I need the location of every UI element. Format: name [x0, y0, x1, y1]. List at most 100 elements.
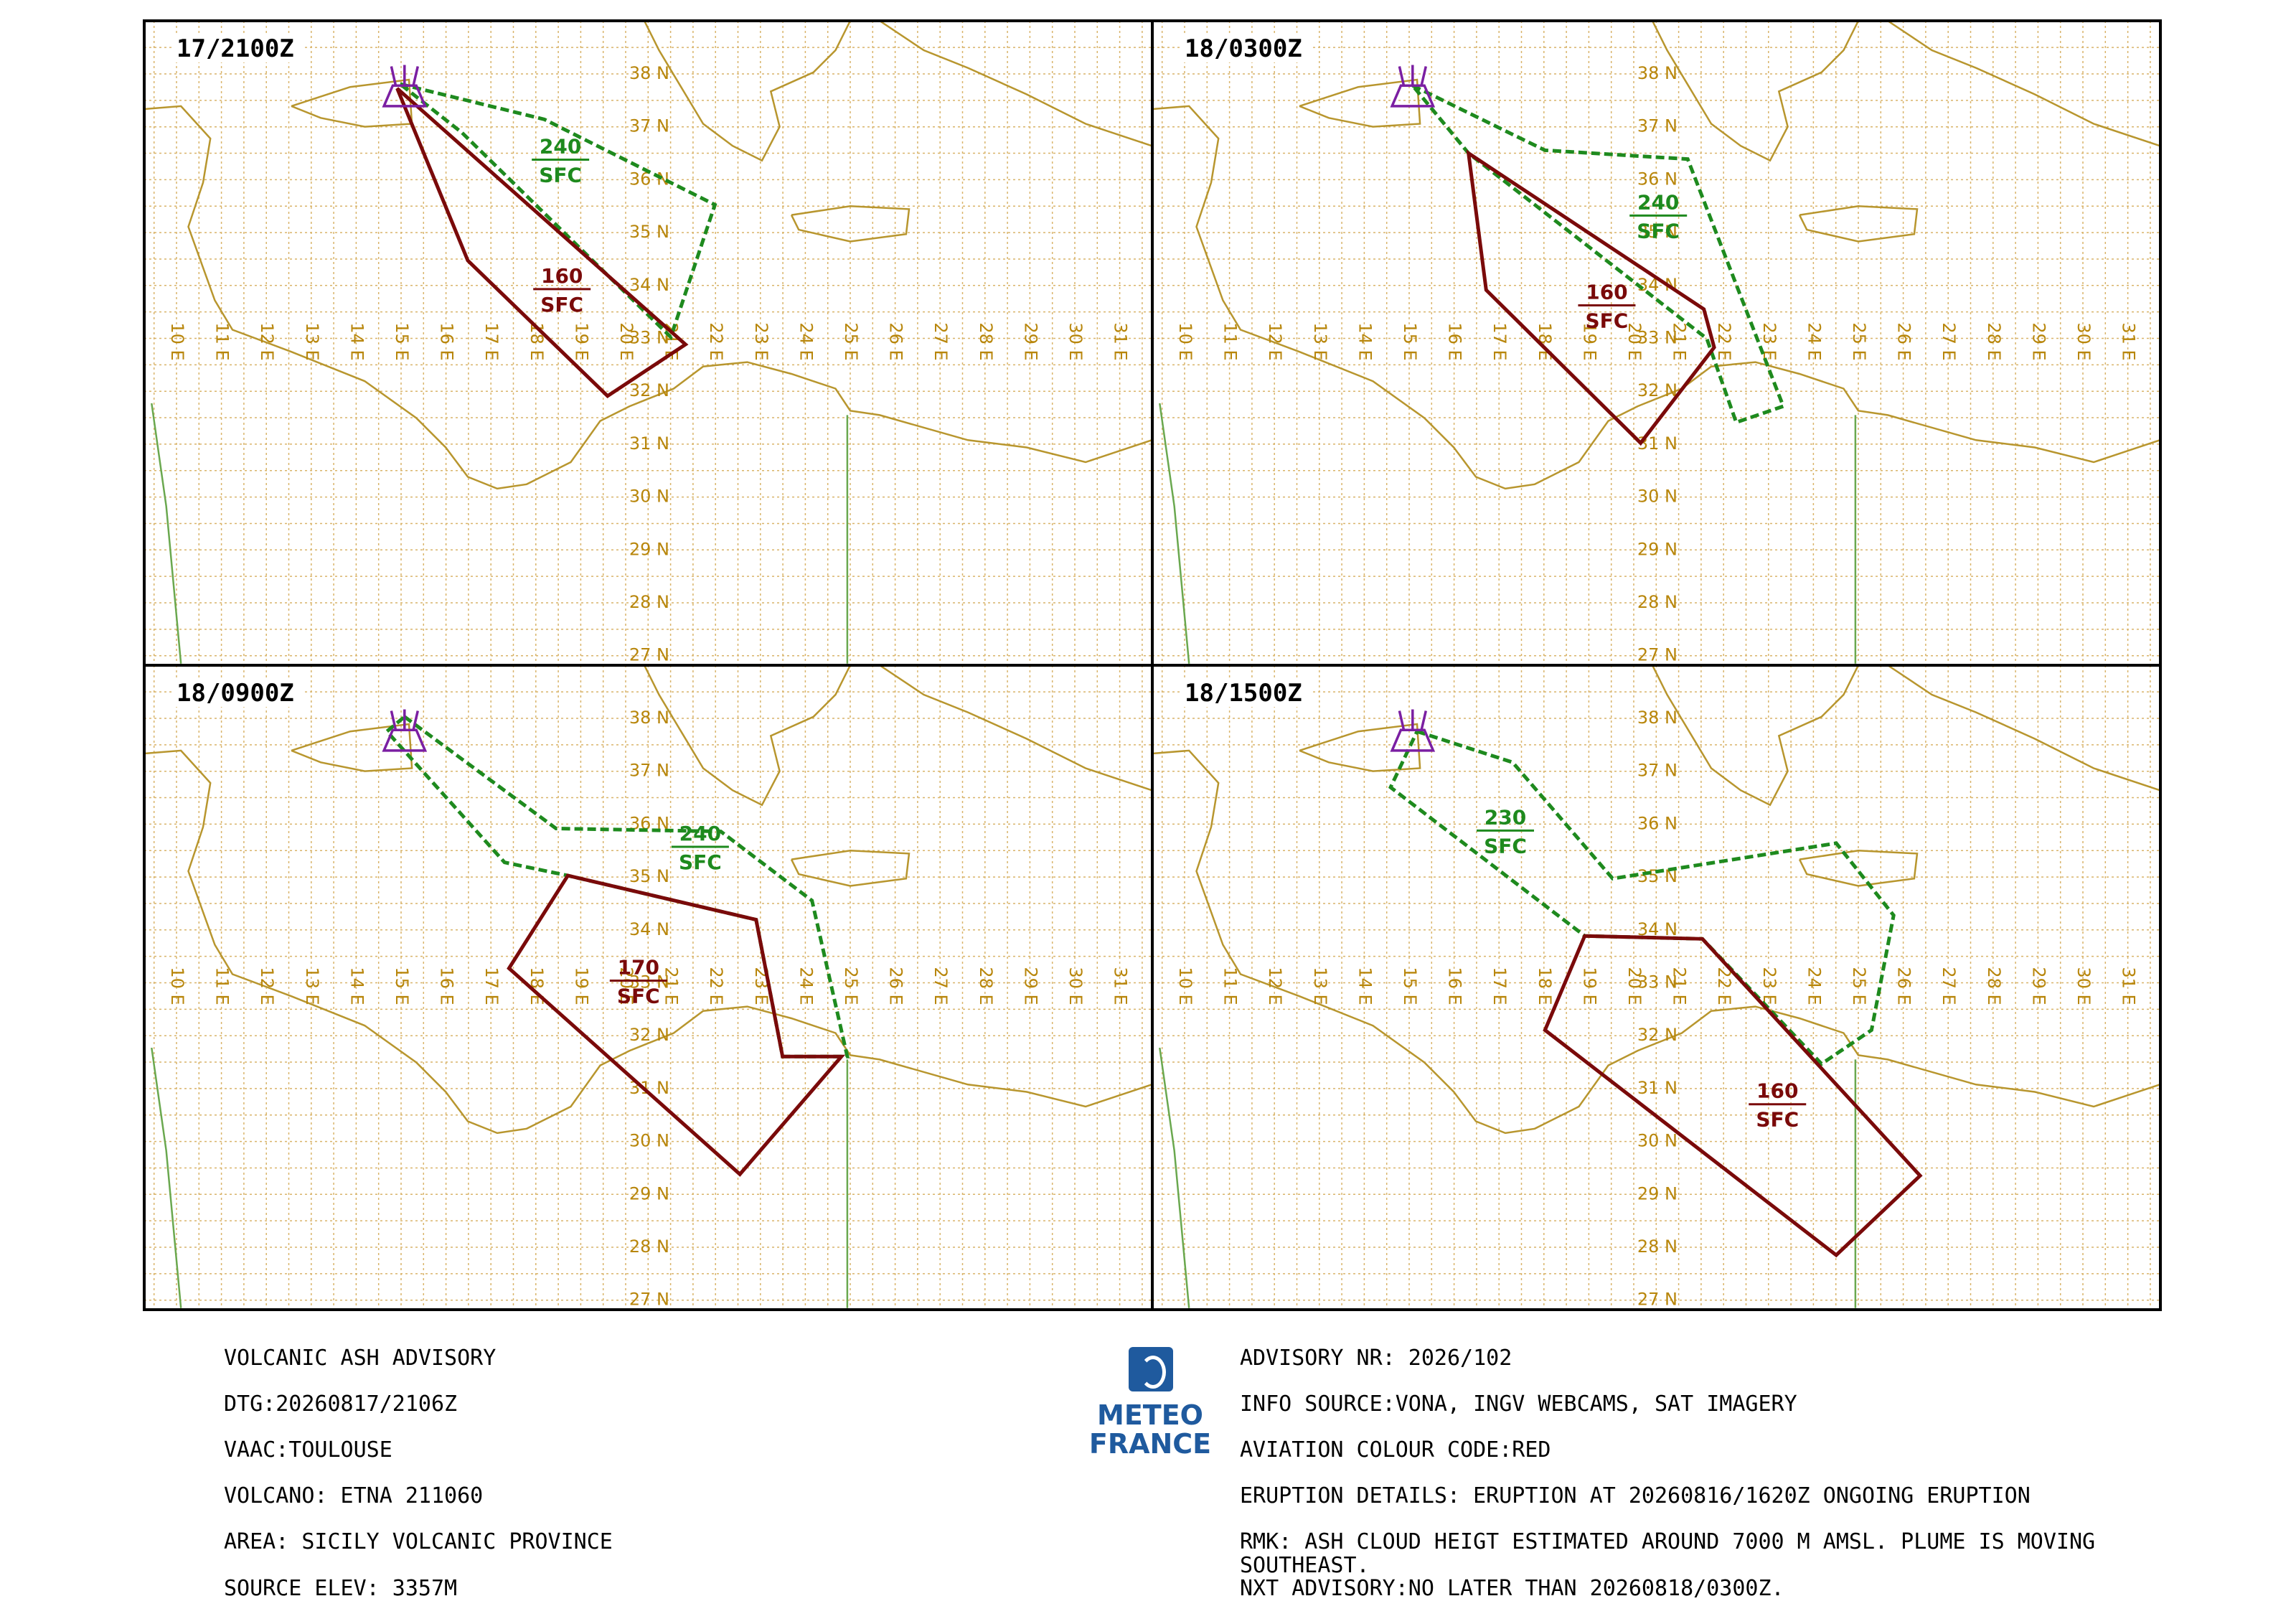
lon-label: 25 E — [841, 967, 861, 1005]
lon-label: 30 E — [1065, 322, 1086, 360]
lon-label: 11 E — [212, 967, 232, 1005]
flight-level-top: 240 — [540, 135, 581, 159]
flight-level-base: SFC — [1484, 834, 1527, 858]
lon-label: 26 E — [1894, 967, 1914, 1005]
coastline — [879, 665, 1152, 792]
lon-label: 30 E — [2074, 967, 2094, 1005]
time-label-bg — [173, 34, 302, 62]
plume-line — [390, 66, 397, 86]
volcano-cone — [382, 728, 428, 752]
lon-label: 11 E — [212, 322, 232, 360]
plume-line — [412, 710, 420, 731]
lat-label: 32 N — [629, 1025, 669, 1045]
lon-label: 24 E — [1804, 967, 1824, 1005]
lon-label: 29 E — [2028, 322, 2048, 360]
advisory-line: VOLCANIC ASH ADVISORY — [224, 1346, 497, 1371]
flight-level-base: SFC — [1586, 309, 1629, 332]
lon-label: 30 E — [1065, 967, 1086, 1005]
panel-content: 38 N37 N36 N35 N34 N33 N32 N31 N30 N29 N… — [1152, 21, 2160, 665]
plume-line — [390, 710, 397, 731]
advisory-line: AVIATION COLOUR CODE:RED — [1240, 1437, 1551, 1463]
flight-level-base: SFC — [617, 985, 660, 1008]
lat-label: 28 N — [629, 592, 669, 612]
lon-label: 23 E — [1759, 967, 1779, 1005]
lon-label: 28 E — [976, 322, 996, 360]
coastline — [1798, 205, 1919, 243]
map-panel: 38 N37 N36 N35 N34 N33 N32 N31 N30 N29 N… — [143, 664, 1154, 1311]
advisory-line: ERUPTION DETAILS: ERUPTION AT 20260816/1… — [1240, 1483, 2031, 1508]
volcano-icon — [382, 65, 428, 108]
flight-level-top: 170 — [618, 956, 659, 980]
coastline — [1887, 665, 2160, 792]
ash-area-high — [1388, 729, 1896, 1066]
lat-label: 29 N — [629, 539, 669, 559]
lon-label: 20 E — [616, 967, 636, 1005]
flight-level-base: SFC — [1637, 219, 1680, 243]
time-label-bg — [1181, 678, 1310, 707]
flight-level-base: SFC — [539, 164, 582, 187]
lon-label: 19 E — [571, 967, 591, 1005]
ash-area-low — [395, 87, 689, 398]
lon-label: 10 E — [167, 322, 187, 360]
coastline — [879, 21, 1152, 147]
lon-label: 21 E — [662, 967, 682, 1005]
lat-label: 38 N — [629, 63, 669, 83]
lat-label: 27 N — [1637, 645, 1678, 665]
advisory-line: NXT ADVISORY:NO LATER THAN 20260818/0300… — [1240, 1576, 1784, 1601]
lon-label: 13 E — [1310, 322, 1330, 360]
lon-label: 25 E — [841, 322, 861, 360]
time-label: 17/2100Z — [177, 34, 294, 63]
volcano-cone — [1390, 84, 1436, 108]
coastline — [1651, 21, 1860, 162]
flight-level-top: 160 — [1756, 1079, 1798, 1103]
ash-area-low — [507, 873, 846, 1177]
lon-label: 31 E — [2119, 967, 2139, 1005]
lat-label: 30 N — [629, 1131, 669, 1151]
coastline — [1651, 665, 1860, 807]
lon-label: 12 E — [257, 322, 277, 360]
advisory-maps: 38 N 37 N 36 N 35 N 34 N 33 N 32 N 31 N 30 N 29 N… — [143, 19, 2162, 1311]
advisory-line: SOURCE ELEV: 3357M — [224, 1576, 458, 1601]
lat-label: 29 N — [1637, 1183, 1678, 1203]
lat-label: 36 N — [1637, 813, 1678, 833]
lon-label: 17 E — [1490, 967, 1510, 1005]
border — [151, 1047, 182, 1308]
lon-label: 23 E — [1759, 322, 1779, 360]
lat-label: 34 N — [629, 919, 669, 939]
flight-level-top: 240 — [1637, 190, 1679, 214]
advisory-line: AREA: SICILY VOLCANIC PROVINCE — [224, 1529, 613, 1554]
time-label: 18/0900Z — [177, 679, 294, 708]
map-panel: 38 N37 N36 N35 N34 N33 N32 N31 N30 N29 N… — [143, 19, 1154, 667]
lon-label: 12 E — [257, 967, 277, 1005]
time-label: 18/0300Z — [1185, 34, 1302, 63]
plume-line — [1398, 710, 1406, 731]
flight-level-base: SFC — [679, 850, 722, 874]
coastline — [1152, 105, 2160, 490]
lon-label: 31 E — [1111, 322, 1131, 360]
lat-label: 34 N — [629, 275, 669, 295]
lon-label: 28 E — [976, 967, 996, 1005]
lon-label: 27 E — [1939, 967, 1959, 1005]
advisory-line: ADVISORY NR: 2026/102 — [1240, 1346, 1512, 1371]
logo-swirl — [1140, 1356, 1166, 1389]
logo-text: FRANCE — [1088, 1428, 1212, 1460]
lon-label: 15 E — [392, 967, 412, 1005]
advisory-line: DTG:20260817/2106Z — [224, 1391, 458, 1417]
lon-label: 19 E — [1579, 967, 1599, 1005]
lon-label: 13 E — [302, 967, 322, 1005]
lon-label: 18 E — [1535, 967, 1555, 1005]
lon-label: 22 E — [1714, 967, 1734, 1005]
lat-label: 27 N — [1637, 1290, 1678, 1310]
lat-label: 36 N — [1637, 169, 1678, 189]
lon-label: 15 E — [1400, 322, 1420, 360]
map-panel: 38 N37 N36 N35 N34 N33 N32 N31 N30 N29 N… — [1151, 19, 2162, 667]
lon-label: 12 E — [1265, 967, 1285, 1005]
lon-label: 25 E — [1849, 322, 1869, 360]
lon-label: 22 E — [1714, 322, 1734, 360]
lon-label: 16 E — [437, 967, 457, 1005]
lon-label: 29 E — [2028, 967, 2048, 1005]
lon-label: 10 E — [1175, 967, 1195, 1005]
lat-label: 33 N — [1637, 972, 1678, 992]
lon-label: 17 E — [1490, 322, 1510, 360]
